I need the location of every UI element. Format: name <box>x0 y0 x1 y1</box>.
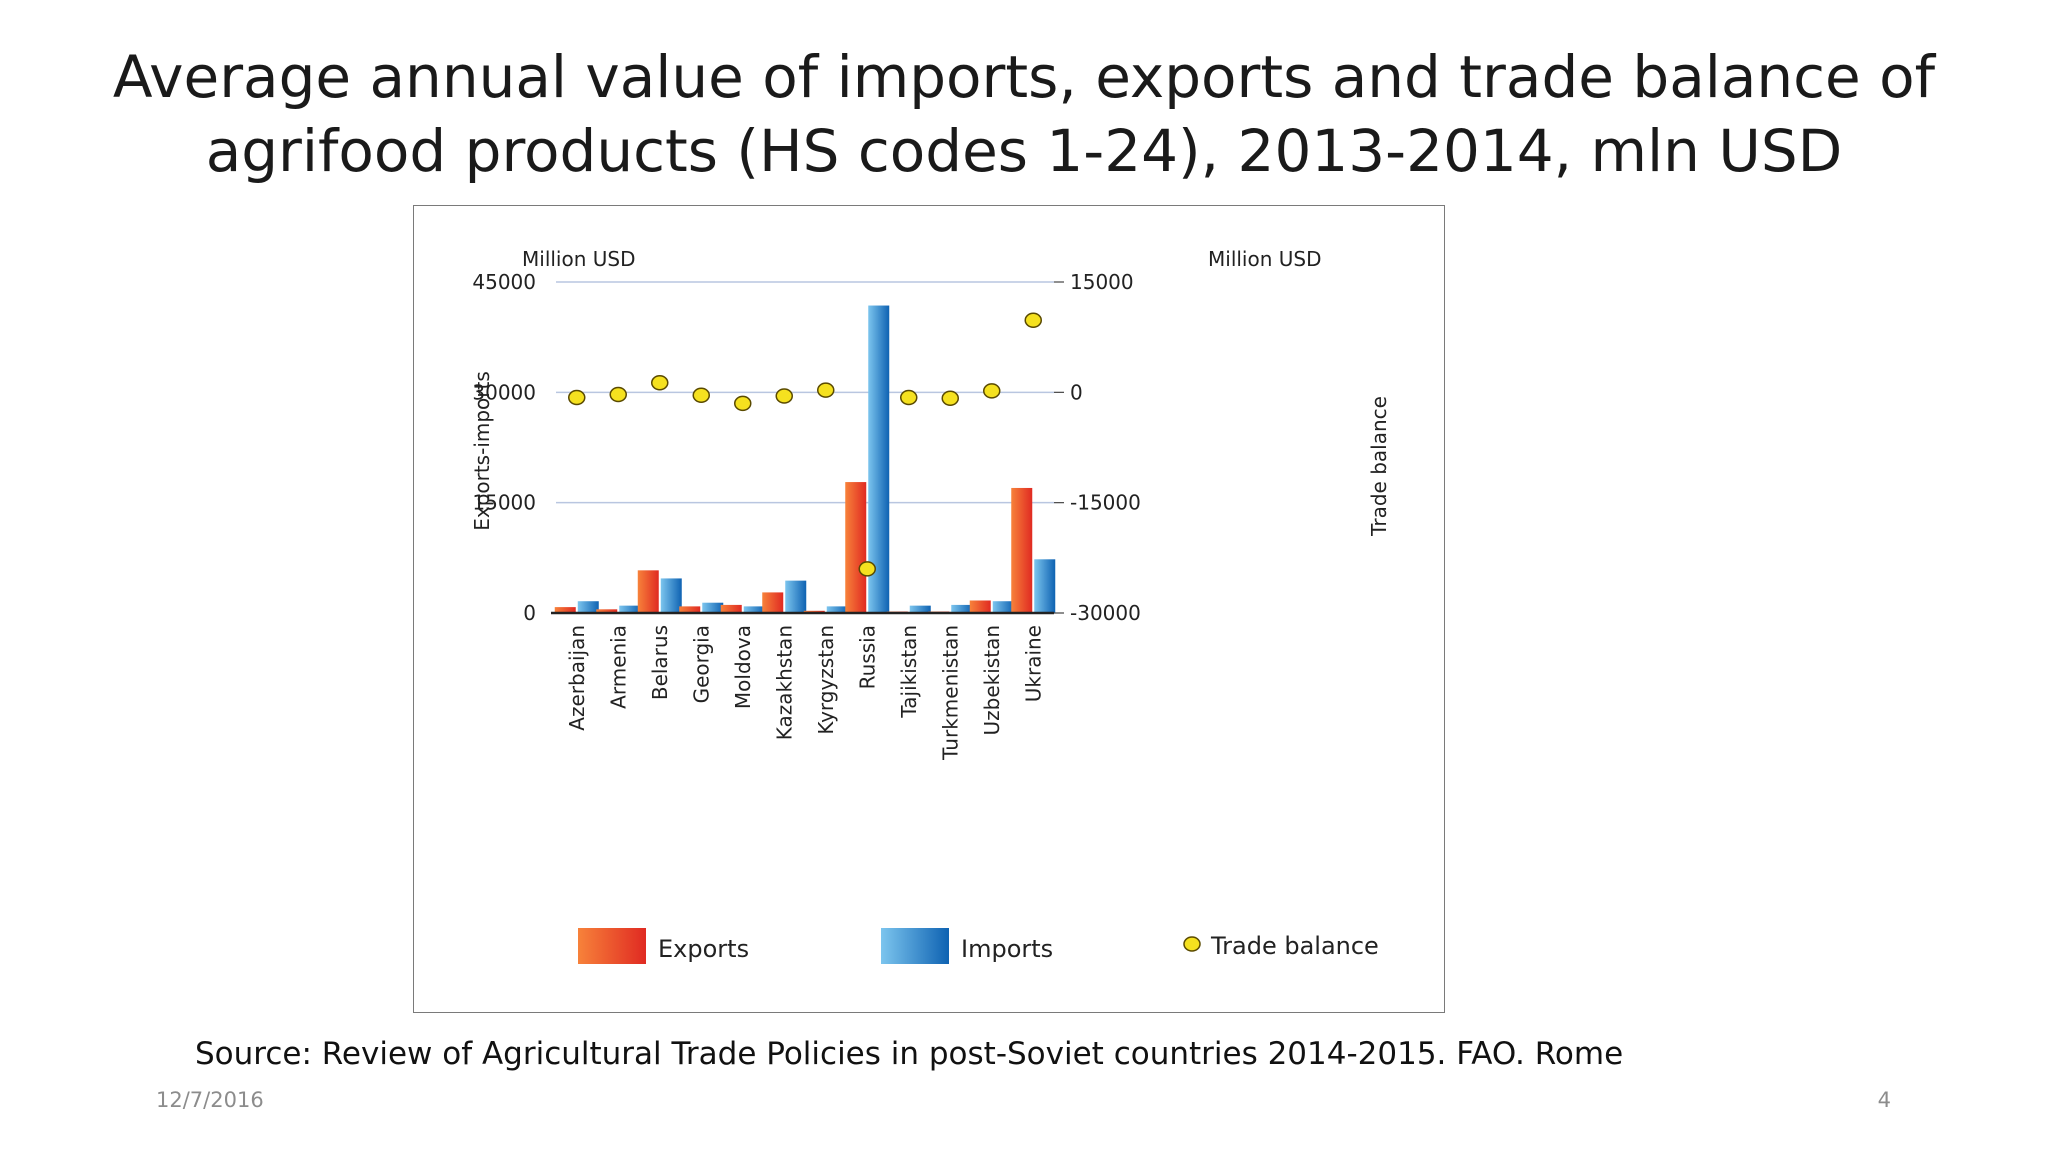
trade-balance-point <box>609 386 627 403</box>
bar-imports <box>1034 559 1056 613</box>
page-number: 4 <box>1877 1088 1891 1112</box>
slide-title-line-1: Average annual value of imports, exports… <box>112 43 1936 111</box>
bar-exports <box>720 604 742 613</box>
trade-balance-point <box>775 388 793 404</box>
bar-imports <box>702 602 724 613</box>
category-label: Kazakhstan <box>772 625 796 740</box>
trade-balance-point <box>568 389 586 406</box>
trade-balance-point <box>941 390 959 406</box>
left-tick-label: 15000 <box>472 491 536 515</box>
category-label: Ukraine <box>1021 625 1045 702</box>
bar-imports <box>743 606 765 613</box>
legend-trade-balance-marker <box>1183 936 1201 952</box>
right-axis-unit-label: Million USD <box>1208 247 1322 271</box>
bar-exports <box>637 570 659 613</box>
axes: 0 15000 30000 45000 -30000 -15000 0 15000 Azerba… <box>472 270 1140 761</box>
bar-exports <box>554 607 576 613</box>
source-note: Source: Review of Agricultural Trade Pol… <box>195 1036 1624 1072</box>
footer-date: 12/7/2016 <box>156 1088 264 1112</box>
right-tick-label: 0 <box>1070 380 1083 404</box>
bar-exports <box>845 482 867 613</box>
trade-balance-point <box>1024 312 1042 328</box>
left-axis-unit-label: Million USD <box>522 247 636 271</box>
left-tick-label: 30000 <box>472 380 536 404</box>
bar-exports <box>596 609 618 613</box>
legend-imports-label: Imports <box>961 935 1053 963</box>
bar-imports <box>951 604 973 613</box>
bar-imports <box>826 606 848 613</box>
bar-exports <box>679 606 701 613</box>
grid-lines <box>556 281 1054 504</box>
bar-imports <box>660 578 682 613</box>
legend-exports-swatch <box>578 928 646 964</box>
trade-balance-point <box>651 375 669 391</box>
category-label: Armenia <box>606 625 630 709</box>
trade-balance-point <box>983 383 1001 399</box>
category-label: Russia <box>855 625 879 689</box>
left-tick-label: 45000 <box>472 270 536 294</box>
trade-balance-point <box>858 561 876 577</box>
category-label: Uzbekistan <box>980 625 1004 735</box>
bar-exports <box>762 592 784 613</box>
left-tick-label: 0 <box>523 601 536 625</box>
right-tick-label: -15000 <box>1070 491 1141 515</box>
category-label: Georgia <box>689 625 713 703</box>
bar-imports <box>785 580 807 613</box>
right-tick-label: -30000 <box>1070 601 1141 625</box>
category-label: Tajikistan <box>897 625 921 719</box>
legend: Exports Imports Trade balance <box>578 928 1379 964</box>
trade-balance-point <box>900 389 918 406</box>
category-label: Kyrgyzstan <box>814 625 838 735</box>
slide-title: Average annual value of imports, exports… <box>100 40 1948 188</box>
legend-trade-balance-label: Trade balance <box>1210 932 1379 960</box>
bar-exports <box>1011 487 1033 613</box>
category-label: Azerbaijan <box>565 625 589 731</box>
legend-exports-label: Exports <box>658 935 749 963</box>
bar-imports <box>992 601 1014 613</box>
bar-imports <box>577 601 599 613</box>
slide-title-line-2: agrifood products (HS codes 1-24), 2013-… <box>205 117 1843 185</box>
trade-chart: 0 15000 30000 45000 -30000 -15000 0 15000 Azerba… <box>470 247 1391 964</box>
bar-exports <box>969 600 991 613</box>
trade-balance-point <box>734 395 752 412</box>
trade-balance-point <box>692 387 710 404</box>
bar-imports <box>909 605 931 613</box>
bars <box>554 305 1056 613</box>
chart-frame: 0 15000 30000 45000 -30000 -15000 0 15000 Azerba… <box>413 205 1445 1013</box>
category-label: Moldova <box>731 625 755 709</box>
bar-imports <box>868 305 890 613</box>
trade-balance-points <box>568 312 1042 577</box>
right-axis-title: Trade balance <box>1367 396 1391 537</box>
right-tick-label: 15000 <box>1070 270 1134 294</box>
trade-balance-point <box>817 382 835 398</box>
bar-imports <box>619 605 641 613</box>
left-axis-title: Exports-imports <box>470 371 494 531</box>
legend-imports-swatch <box>881 928 949 964</box>
category-label: Belarus <box>648 625 672 700</box>
category-label: Turkmenistan <box>938 625 962 761</box>
